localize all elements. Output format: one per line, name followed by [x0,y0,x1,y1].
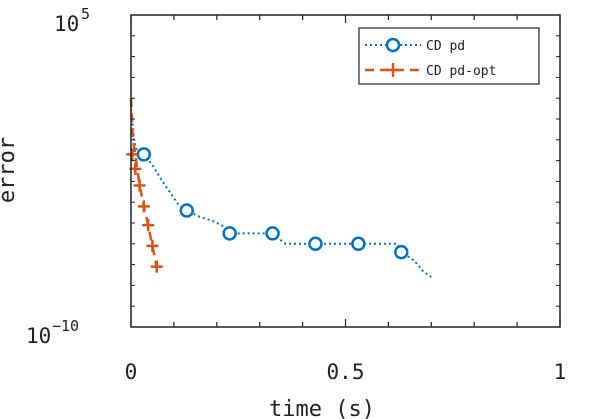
x-tick-label-1: 1 [554,360,567,384]
y-tick-bottom-exponent: −10 [52,317,79,335]
legend-entry-cd-pd: CD pd [365,37,465,54]
y-tick-label-top: 10 5 [54,5,90,36]
data-point-cd-pd-opt [150,260,163,273]
legend: CD pd CD pd-opt [358,27,540,85]
data-point-cd-pd [308,236,323,252]
y-tick-top-exponent: 5 [81,5,90,23]
legend-box [358,27,540,85]
data-point-cd-pd [394,244,409,260]
data-point-cd-pd-opt [142,219,155,232]
y-axis-label: error [0,137,20,203]
data-point-cd-pd [351,236,366,252]
data-point-cd-pd-opt [126,148,139,161]
legend-marker-cd-pd [385,37,401,53]
x-axis-label: time (s) [269,397,375,419]
y-tick-bottom-base: 10 [26,324,51,348]
data-point-cd-pd [222,226,237,241]
data-point-cd-pd-opt [146,239,159,252]
data-point-cd-pd-opt [133,179,146,192]
y-tick-label-bottom: 10 −10 [26,317,79,348]
data-point-cd-pd [265,226,280,241]
series-line-cd-pd-opt [129,98,158,267]
y-tick-top-base: 10 [54,12,79,36]
legend-label-cd-pd-opt: CD pd-opt [426,64,496,79]
x-tick-label-0.5: 0.5 [327,360,365,384]
axis-ticks [130,14,561,328]
series-line-cd-pd [130,108,432,278]
legend-entry-cd-pd-opt: CD pd-opt [365,63,496,79]
data-point-cd-pd [136,147,152,162]
legend-label-cd-pd: CD pd [426,39,465,54]
x-tick-label-0: 0 [125,360,138,384]
legend-marker-cd-pd-opt [386,63,400,77]
plot-area [126,98,432,278]
data-point-cd-pd-opt [137,200,150,213]
data-point-cd-pd [179,203,195,218]
